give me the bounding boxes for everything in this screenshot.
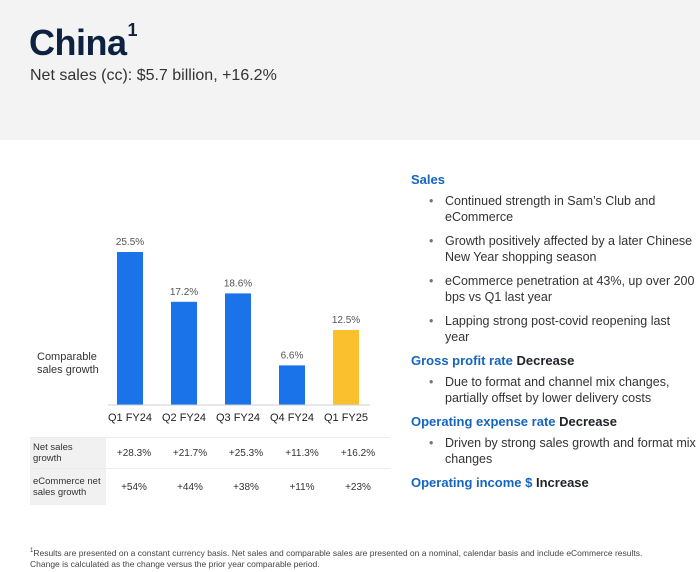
chart-axis-label: Comparable sales growth [37, 351, 99, 376]
table-row-label: Net sales growth [30, 438, 106, 468]
bar-value-label: 18.6% [224, 278, 252, 289]
section-title-op-income: Operating income $ Increase [411, 475, 589, 490]
growth-table: Net sales growth +28.3% +21.7% +25.3% +1… [30, 437, 390, 505]
table-cell: +23% [345, 481, 371, 493]
section-title-sales: Sales [411, 172, 445, 187]
gross-profit-bullets: Due to format and channel mix changes, p… [411, 374, 696, 406]
header-band: China1 Net sales (cc): $5.7 billion, +16… [0, 0, 700, 140]
bullet-item: Lapping strong post-covid reopening last… [411, 313, 696, 345]
table-cell: +38% [233, 481, 259, 493]
bar-value-label: 17.2% [170, 287, 198, 298]
footnote: 1Results are presented on a constant cur… [30, 547, 643, 569]
table-row-ecommerce: eCommerce net sales growth +54% +44% +38… [30, 468, 390, 505]
bar-q1-fy25 [333, 330, 359, 405]
bullet-item: eCommerce penetration at 43%, up over 20… [411, 273, 696, 305]
category-label: Q1 FY24 [108, 412, 152, 424]
table-cell: +11% [289, 481, 315, 493]
title-footnote-marker: 1 [127, 20, 138, 40]
trend-label: Decrease [516, 353, 575, 368]
category-label: Q4 FY24 [270, 412, 314, 424]
category-label: Q1 FY25 [324, 412, 368, 424]
bullet-item: Growth positively affected by a later Ch… [411, 233, 696, 265]
comparable-sales-bar-chart: 25.5% Q1 FY24 17.2% Q2 FY24 18.6% Q3 FY24 6.6%… [108, 237, 370, 424]
gross-profit-section: Gross profit rate Decrease Due to format… [411, 353, 696, 406]
bullet-item: Driven by strong sales growth and format… [411, 435, 696, 467]
bar-q3-fy24 [225, 293, 251, 405]
table-row-label: eCommerce net sales growth [30, 469, 106, 505]
trend-label: Increase [536, 475, 589, 490]
section-title-opex: Operating expense rate Decrease [411, 414, 617, 429]
category-label: Q3 FY24 [216, 412, 260, 424]
bar-q1-fy24 [117, 252, 143, 405]
bar-value-label: 6.6% [281, 350, 304, 361]
sales-bullets: Continued strength in Sam’s Club and eCo… [411, 193, 696, 345]
table-cell: +21.7% [172, 447, 208, 459]
section-title-gross-profit: Gross profit rate Decrease [411, 353, 575, 368]
sales-section: Sales Continued strength in Sam’s Club a… [411, 172, 696, 345]
bar-value-label: 25.5% [116, 237, 144, 248]
bullet-item: Continued strength in Sam’s Club and eCo… [411, 193, 696, 225]
category-label: Q2 FY24 [162, 412, 206, 424]
bar-value-label: 12.5% [332, 315, 360, 326]
bullet-item: Due to format and channel mix changes, p… [411, 374, 696, 406]
table-cell: +11.3% [285, 447, 319, 459]
table-cell: +28.3% [116, 447, 152, 459]
table-cell: +54% [121, 481, 147, 493]
page-subtitle: Net sales (cc): $5.7 billion, +16.2% [30, 67, 277, 84]
table-row-net-sales: Net sales growth +28.3% +21.7% +25.3% +1… [30, 437, 390, 468]
commentary-panel: Sales Continued strength in Sam’s Club a… [411, 172, 696, 490]
opex-bullets: Driven by strong sales growth and format… [411, 435, 696, 467]
trend-label: Decrease [559, 414, 617, 429]
opex-section: Operating expense rate Decrease Driven b… [411, 414, 696, 467]
table-cell: +44% [177, 481, 203, 493]
table-cell: +25.3% [228, 447, 264, 459]
table-cell: +16.2% [340, 447, 376, 459]
bar-q2-fy24 [171, 301, 197, 405]
bar-q4-fy24 [279, 365, 305, 405]
op-income-section: Operating income $ Increase [411, 475, 696, 490]
page-title: China1 [29, 20, 138, 63]
footnote-text: Results are presented on a constant curr… [30, 547, 643, 569]
